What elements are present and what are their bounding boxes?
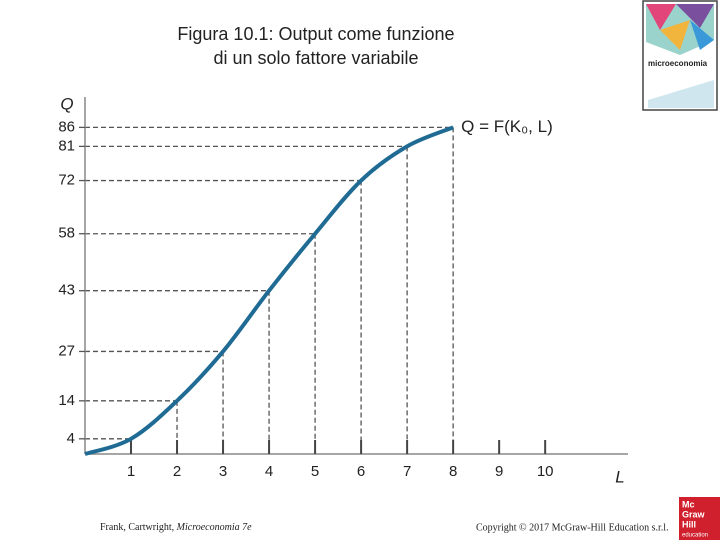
y-tick-label: 4 [67, 430, 75, 447]
chart-title: di un solo fattore variabile [213, 48, 418, 68]
x-tick-label: 10 [537, 463, 554, 480]
x-axis-label: L [615, 467, 624, 486]
y-tick-label: 43 [58, 282, 75, 299]
x-tick-label: 8 [449, 463, 457, 480]
y-tick-label: 81 [58, 137, 75, 154]
x-tick-label: 4 [265, 463, 273, 480]
x-tick-label: 2 [173, 463, 181, 480]
footer-left: Frank, Cartwright, Microeconomia 7e [100, 522, 252, 533]
y-tick-label: 27 [58, 342, 75, 359]
y-tick-label: 14 [58, 392, 75, 409]
curve-label: Q = F(K₀, L) [461, 117, 553, 136]
curve [84, 125, 454, 456]
logo-text: Mc [682, 499, 695, 509]
logo-text: Hill [682, 519, 696, 529]
book-title: microeconomia [648, 59, 708, 68]
x-tick-label: 9 [495, 463, 503, 480]
y-tick-label: 72 [58, 172, 75, 189]
x-tick-label: 5 [311, 463, 319, 480]
footer-authors: Frank, Cartwright, [100, 522, 177, 533]
logo: Mc Graw Hill education [679, 497, 720, 540]
chart-title: Figura 10.1: Output come funzione [177, 24, 454, 44]
book-cover: microeconomia [642, 0, 718, 111]
logo-text: education [682, 533, 708, 539]
x-tick-label: 1 [127, 463, 135, 480]
x-tick-label: 6 [357, 463, 365, 480]
logo-text: Graw [682, 509, 706, 519]
x-tick-label: 7 [403, 463, 411, 480]
y-tick-label: 86 [58, 118, 75, 135]
footer-right: Copyright © 2017 McGraw-Hill Education s… [476, 522, 669, 533]
y-axis-label: Q [60, 94, 73, 113]
footer-book: Microeconomia 7e [176, 522, 252, 533]
x-tick-label: 3 [219, 463, 227, 480]
y-tick-label: 58 [58, 225, 75, 242]
